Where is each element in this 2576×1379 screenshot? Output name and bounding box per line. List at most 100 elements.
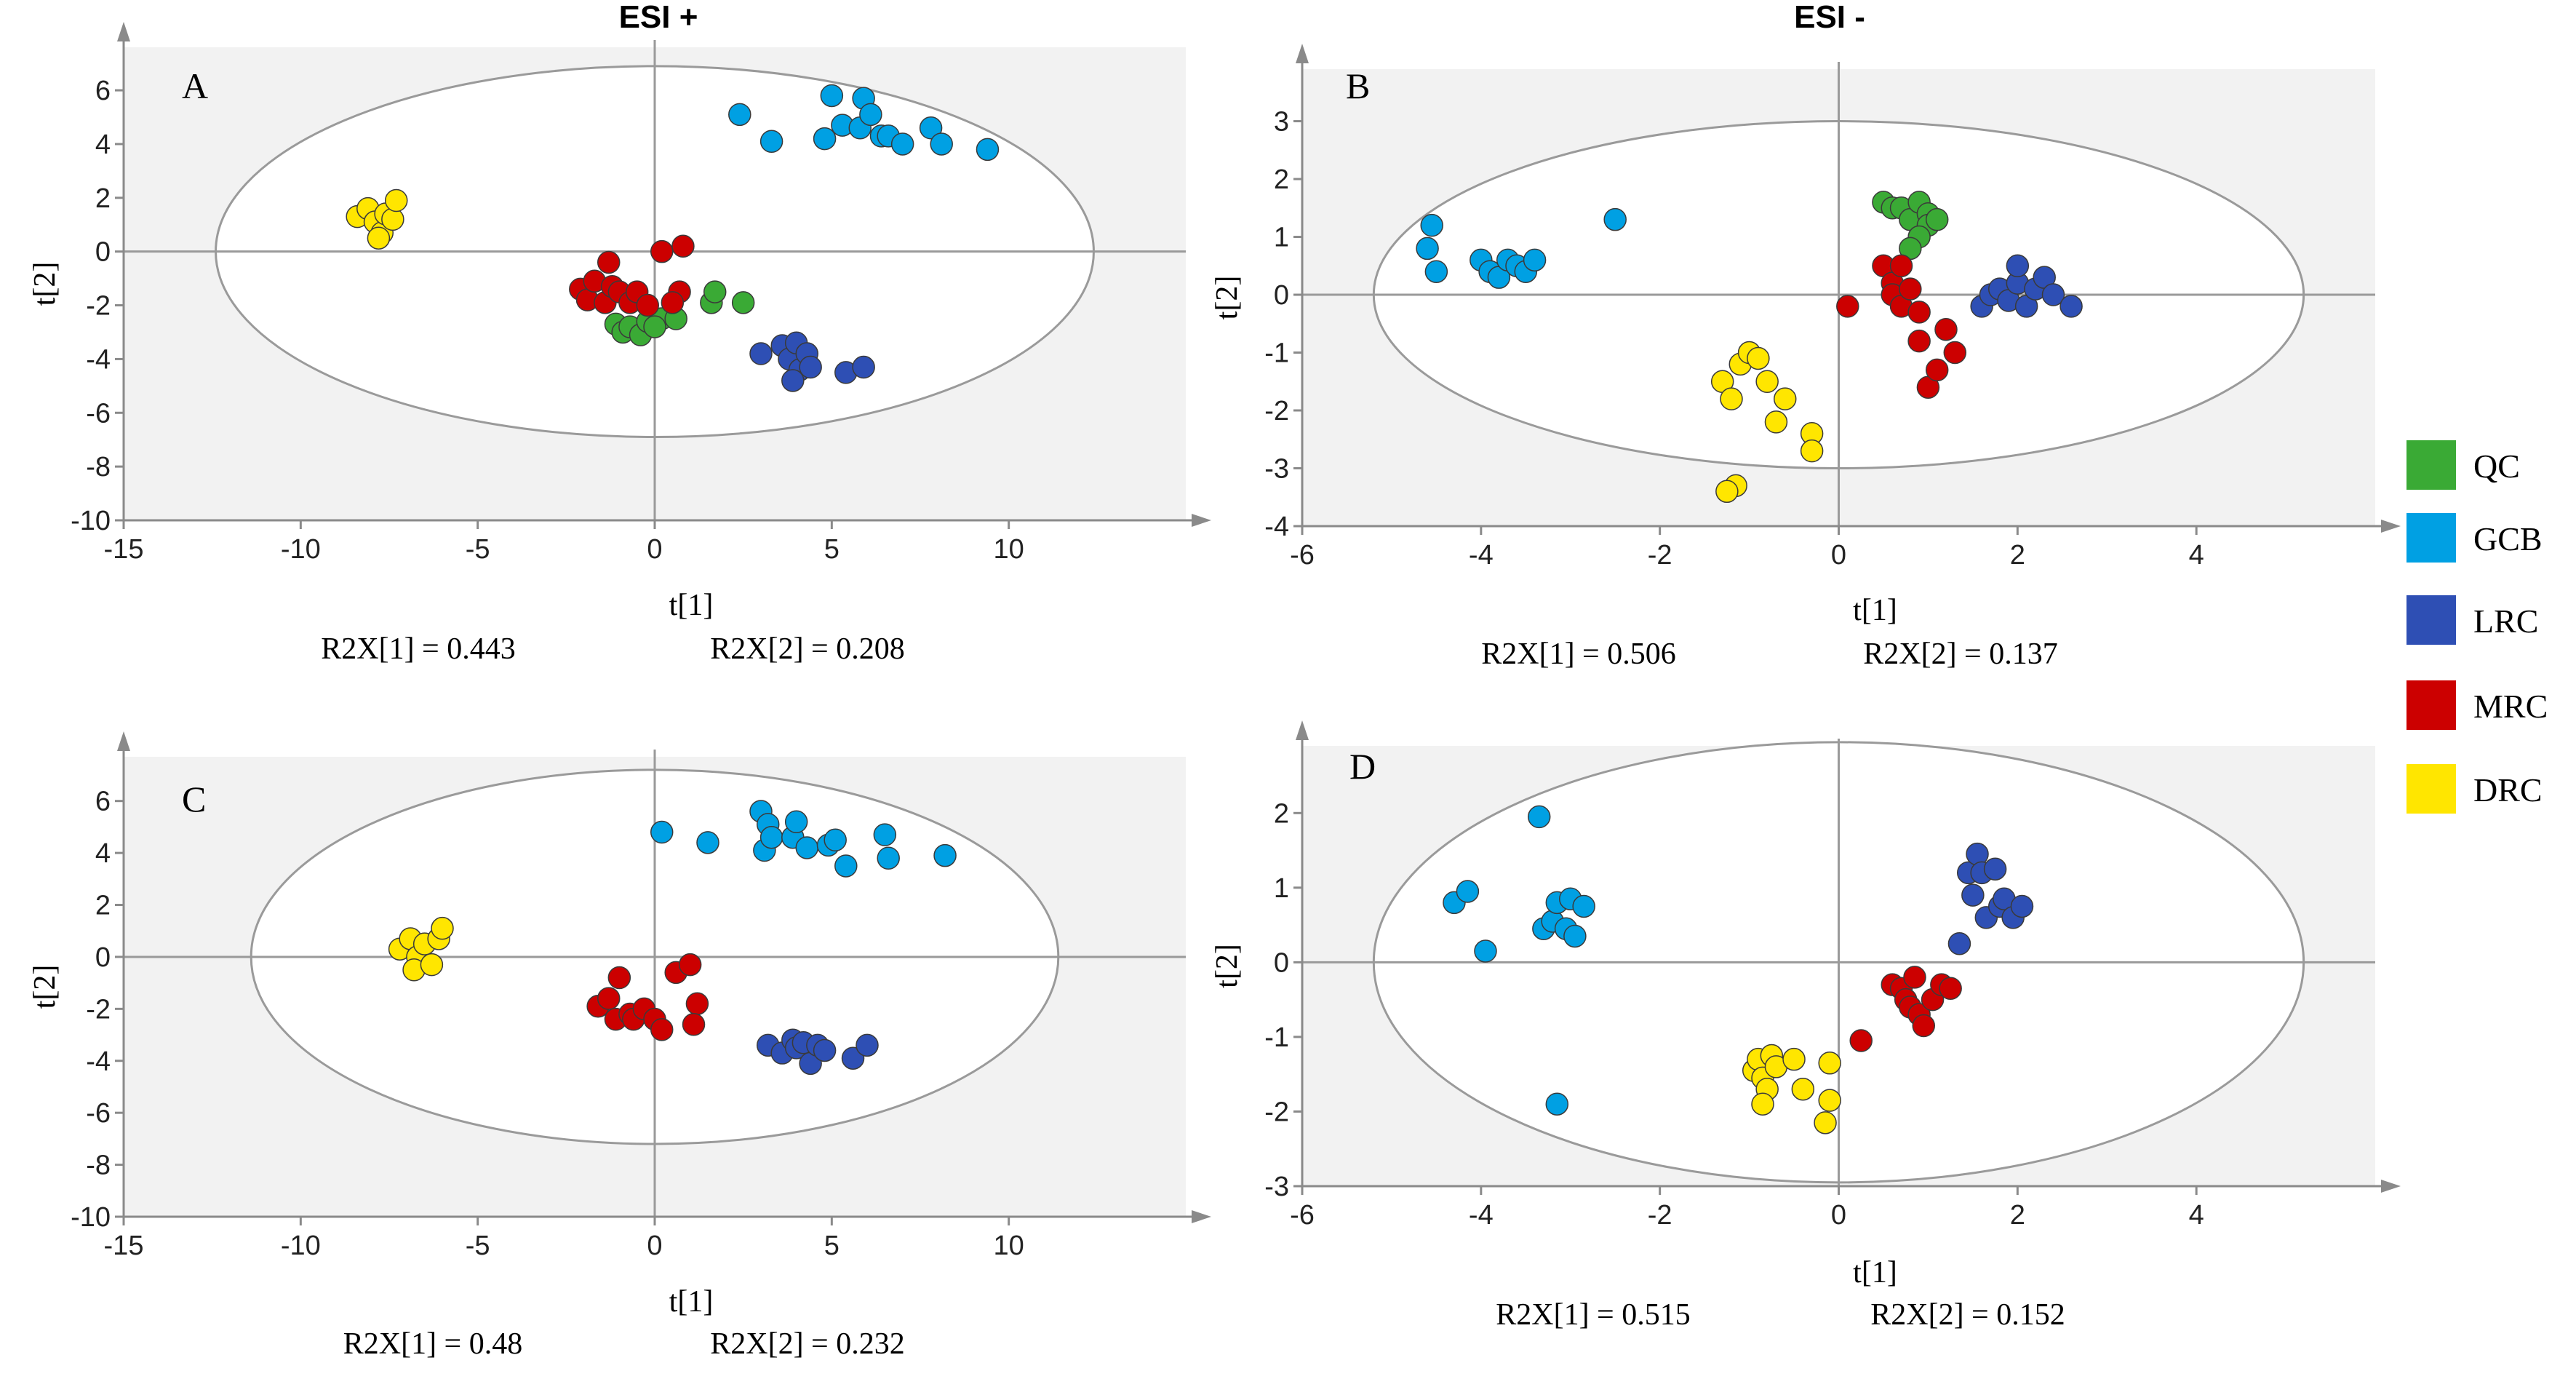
- series-gcb: [650, 800, 957, 878]
- legend-item-lrc: LRC: [2406, 595, 2538, 645]
- data-point: [1836, 295, 1859, 318]
- data-point: [636, 293, 660, 317]
- x-tick-label: -15: [104, 534, 144, 565]
- data-point: [1572, 894, 1595, 918]
- series-mrc: [1836, 254, 1967, 399]
- series-drc: [1710, 341, 1824, 504]
- r2x-label: R2X[1] = 0.443: [321, 632, 516, 666]
- data-point: [749, 342, 773, 365]
- y-tick-label: -2: [1264, 396, 1289, 426]
- data-point: [1849, 1029, 1873, 1052]
- y-tick-label: -4: [86, 1046, 111, 1077]
- data-point: [1424, 260, 1448, 283]
- data-point: [1764, 410, 1788, 434]
- series-lrc: [749, 331, 875, 392]
- x-tick-label: -2: [1648, 1200, 1672, 1231]
- legend-item-gcb: GCB: [2406, 513, 2543, 563]
- data-point: [643, 315, 666, 338]
- x-tick-label: 5: [824, 1231, 840, 1261]
- y-axis-label: t[2]: [1211, 276, 1244, 320]
- data-point: [877, 846, 900, 870]
- r2x-label: R2X[2] = 0.208: [710, 632, 905, 666]
- data-point: [759, 130, 783, 154]
- data-point: [1818, 1089, 1841, 1112]
- legend-item-qc: QC: [2406, 440, 2520, 490]
- series-gcb: [1416, 207, 1627, 289]
- y-axis-arrow: [117, 731, 130, 751]
- data-point: [696, 831, 719, 854]
- x-tick-label: -4: [1469, 1200, 1494, 1231]
- x-axis-arrow: [2381, 1180, 2401, 1193]
- legend-label: GCB: [2473, 520, 2543, 557]
- data-point: [597, 250, 621, 274]
- data-point: [381, 207, 404, 231]
- data-point: [1934, 317, 1958, 341]
- y-axis-label: t[2]: [28, 262, 62, 306]
- legend-swatch: [2406, 513, 2456, 563]
- y-tick-label: 6: [95, 787, 111, 817]
- legend-label: QC: [2473, 448, 2520, 485]
- series-lrc: [1947, 842, 2034, 955]
- data-point: [1720, 387, 1743, 410]
- data-point: [728, 103, 751, 127]
- data-point: [1751, 1092, 1774, 1116]
- data-point: [1774, 387, 1797, 410]
- r2x-label: R2X[1] = 0.515: [1496, 1298, 1691, 1332]
- data-point: [930, 132, 953, 156]
- y-tick-label: -6: [86, 398, 111, 429]
- y-axis-label: t[2]: [1211, 944, 1244, 988]
- x-axis-label: t[1]: [669, 1285, 714, 1319]
- x-tick-label: 10: [994, 534, 1024, 565]
- x-axis-label: t[1]: [1853, 594, 1897, 627]
- data-point: [1903, 966, 1926, 989]
- data-point: [1925, 358, 1949, 382]
- y-tick-label: -4: [1264, 512, 1289, 542]
- x-axis-arrow: [2381, 520, 2401, 533]
- panel-letter: D: [1349, 746, 1376, 787]
- x-tick-label: 0: [1831, 540, 1846, 571]
- legend-item-mrc: MRC: [2406, 680, 2548, 730]
- data-point: [1527, 805, 1551, 829]
- panel-c: -15 -10 -5 0 5 10-10-8-6-4-20246t[1]t[2]CR2X[…: [28, 731, 1211, 1361]
- y-tick-label: 0: [1274, 947, 1289, 978]
- legend-item-drc: DRC: [2406, 764, 2543, 814]
- y-tick-label: 0: [1274, 280, 1289, 311]
- data-point: [795, 836, 819, 859]
- r2x-label: R2X[2] = 0.232: [710, 1327, 905, 1361]
- y-tick-label: -8: [86, 452, 111, 482]
- legend-label: DRC: [2473, 771, 2543, 808]
- data-point: [919, 116, 943, 140]
- r2x-label: R2X[2] = 0.152: [1870, 1298, 2065, 1332]
- data-point: [1912, 1014, 1936, 1038]
- x-tick-label: -6: [1290, 1200, 1315, 1231]
- data-point: [1889, 254, 1913, 278]
- legend-label: MRC: [2473, 688, 2548, 725]
- data-point: [1800, 439, 1824, 463]
- panel-d: -6 -4 -2 0 2 4 -3 -2 -1 0 1 2 t[1] t[2] D R2X[1] = 0.51…: [1211, 720, 2401, 1332]
- x-tick-label: 10: [994, 1231, 1024, 1261]
- data-point: [1983, 857, 2007, 881]
- panel-letter: B: [1346, 65, 1370, 106]
- y-tick-label: 6: [95, 76, 111, 106]
- y-axis-arrow: [117, 22, 130, 41]
- x-tick-label: -10: [281, 534, 321, 565]
- y-tick-label: -2: [1264, 1097, 1289, 1127]
- data-point: [820, 84, 844, 108]
- y-tick-label: -2: [86, 994, 111, 1025]
- data-point: [873, 823, 897, 846]
- data-point: [890, 132, 914, 156]
- x-tick-label: 0: [1831, 1200, 1846, 1231]
- x-tick-label: -4: [1469, 540, 1494, 571]
- data-point: [671, 234, 695, 258]
- x-tick-label: 4: [2189, 1200, 2204, 1231]
- y-tick-label: -1: [1264, 1022, 1289, 1053]
- y-tick-label: 0: [95, 237, 111, 268]
- y-tick-label: -2: [86, 291, 111, 322]
- r2x-label: R2X[2] = 0.137: [1863, 637, 2058, 671]
- data-point: [650, 1018, 674, 1041]
- r2x-label: R2X[1] = 0.506: [1481, 637, 1676, 671]
- data-point: [799, 355, 822, 379]
- data-point: [813, 127, 837, 151]
- data-point: [2010, 894, 2034, 918]
